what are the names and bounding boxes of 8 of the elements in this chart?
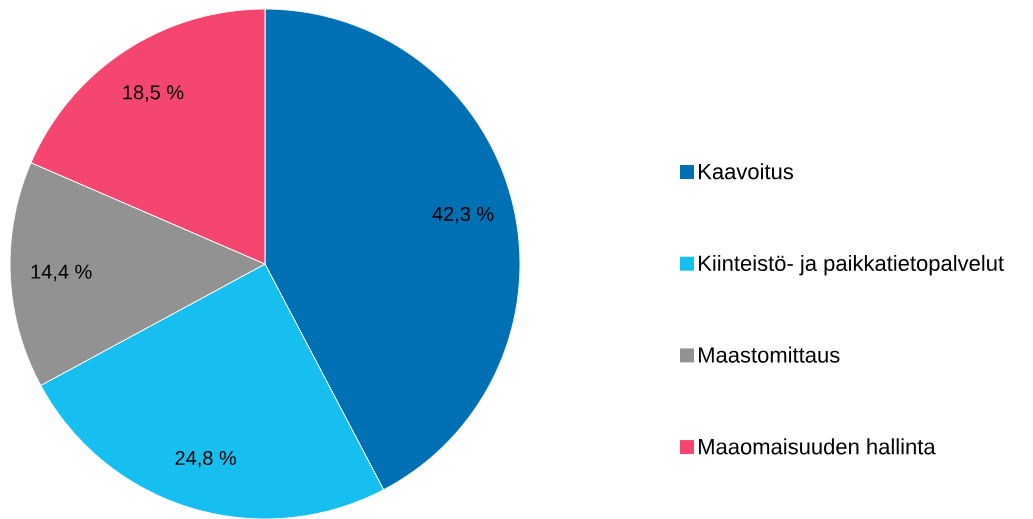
data-label: 18,5 % <box>123 85 184 102</box>
legend-label: Maaomaisuuden hallinta <box>699 438 936 455</box>
legend-label: Kiinteistö- ja paikkatietopalvelut <box>699 254 1004 276</box>
data-label: 24,8 % <box>175 450 237 468</box>
legend-label: Kaavoitus <box>699 163 794 180</box>
data-label: 42,3 % <box>432 206 494 224</box>
data-label: 14,4 % <box>31 264 92 282</box>
legend-label: Maastomittaus <box>699 346 840 363</box>
